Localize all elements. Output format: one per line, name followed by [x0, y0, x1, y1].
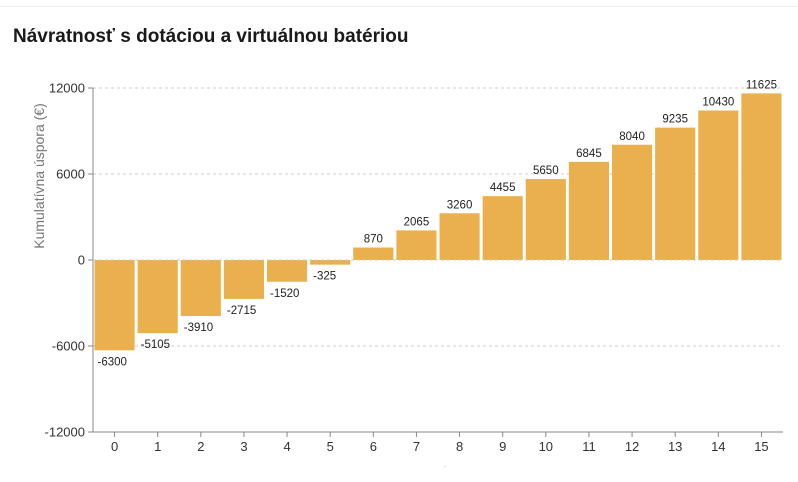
bar — [741, 93, 782, 260]
data-label: -325 — [313, 271, 336, 283]
bar — [353, 247, 394, 260]
data-label: 11625 — [746, 79, 777, 91]
x-tick-label: 7 — [413, 439, 420, 454]
y-tick-label: 0 — [78, 253, 85, 268]
y-axis-title: Kumulatívna úspora (€) — [31, 103, 47, 249]
x-tick-label: 4 — [283, 439, 290, 454]
x-tick-label: 0 — [111, 439, 118, 454]
bar — [137, 260, 178, 334]
bar — [396, 230, 437, 260]
data-label: 10430 — [702, 97, 734, 109]
y-tick-label: -6000 — [52, 339, 85, 354]
y-tick-label: -12000 — [45, 425, 85, 440]
decorative-dot — [444, 466, 446, 467]
y-tick-label: 12000 — [49, 81, 85, 96]
x-tick-label: 15 — [754, 439, 768, 454]
bar — [655, 127, 696, 260]
bar — [267, 260, 308, 282]
data-label: -6300 — [98, 356, 127, 368]
bar — [94, 260, 135, 351]
bar — [698, 110, 739, 261]
x-tick-label: 5 — [327, 439, 334, 454]
bar — [612, 144, 653, 260]
x-tick-label: 10 — [539, 439, 553, 454]
data-label: 9235 — [662, 114, 688, 126]
data-label: 3260 — [447, 199, 473, 211]
data-label: 8040 — [619, 131, 645, 143]
bar — [310, 260, 351, 265]
bars — [94, 93, 782, 351]
data-label: 2065 — [404, 216, 430, 228]
bar — [439, 213, 480, 260]
chart-title: Návratnosť s dotáciou a virtuálnou batér… — [13, 26, 409, 47]
data-labels: -6300 -5105 -3910 -2715 -1520 -325 870 2065 3260… — [93, 79, 783, 368]
bar — [180, 260, 221, 317]
data-label: 870 — [364, 234, 383, 246]
data-label: 6845 — [576, 148, 602, 160]
x-tick-label: 13 — [668, 439, 682, 454]
x-tick-label: 6 — [370, 439, 377, 454]
data-label: 5650 — [533, 165, 559, 177]
x-tick-label: 1 — [154, 439, 161, 454]
bar — [568, 161, 609, 260]
bar — [223, 260, 264, 299]
x-tick-label: 8 — [456, 439, 463, 454]
x-tick-label: 11 — [582, 439, 596, 454]
data-label: -3910 — [184, 322, 213, 334]
y-tick-label: 6000 — [56, 167, 85, 182]
x-tick-label: 9 — [499, 439, 506, 454]
data-label: -1520 — [270, 288, 299, 300]
bar — [525, 179, 566, 260]
top-divider — [0, 6, 798, 7]
x-tick-label: 12 — [625, 439, 639, 454]
x-tick-label: 3 — [240, 439, 247, 454]
x-tick-label: 2 — [197, 439, 204, 454]
data-label: -2715 — [227, 305, 256, 317]
data-label: 4455 — [490, 182, 516, 194]
bar — [482, 196, 523, 260]
data-label: -5105 — [141, 339, 170, 351]
x-tick-label: 14 — [711, 439, 725, 454]
